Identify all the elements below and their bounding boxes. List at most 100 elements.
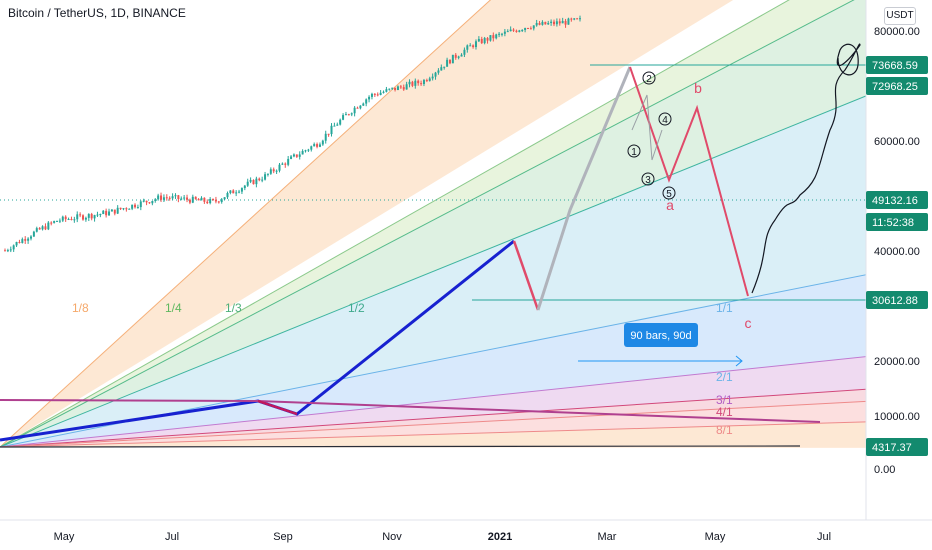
- currency-button[interactable]: USDT: [884, 7, 916, 25]
- candle-body: [344, 114, 347, 116]
- candle-body: [255, 178, 258, 185]
- candle-body: [492, 35, 495, 39]
- candle-body: [466, 45, 469, 50]
- candle-body: [379, 92, 382, 95]
- candle-body: [483, 38, 486, 44]
- candle-body: [44, 226, 47, 230]
- candle-body: [235, 192, 238, 194]
- x-tick-label: Jul: [817, 531, 831, 543]
- candle-body: [469, 45, 472, 47]
- candle-body: [359, 105, 362, 109]
- candle-body: [87, 214, 90, 218]
- candle-body: [177, 195, 180, 199]
- candle-body: [191, 196, 194, 203]
- candle-body: [269, 169, 272, 174]
- candle-body: [278, 164, 281, 171]
- circled-wave-4: [658, 112, 672, 126]
- candle-body: [157, 195, 160, 200]
- candle-body: [183, 197, 186, 199]
- candle-body: [506, 31, 509, 33]
- candle-body: [194, 196, 197, 200]
- circled-wave-label: 5: [666, 189, 672, 200]
- x-tick-label: Mar: [598, 531, 617, 543]
- candle-body: [460, 54, 463, 57]
- bar-range-arrow: [735, 355, 743, 367]
- candle-body: [275, 170, 278, 172]
- plot-area: 1/8 1/4 1/3 1/2 1/1 2/1 3/14/1 8/1 90 bars, 90d a…: [0, 0, 866, 448]
- candle-body: [318, 144, 321, 147]
- candle-body: [131, 204, 134, 209]
- candle-body: [105, 210, 108, 216]
- price-label-text: 73668.59: [872, 60, 918, 72]
- candle-body: [373, 93, 376, 95]
- candle-body: [145, 200, 148, 203]
- candle-body: [509, 29, 512, 32]
- candle-body: [217, 201, 220, 203]
- gann-fan-band: [0, 0, 866, 447]
- candle-body: [477, 38, 480, 42]
- wave-label-b: b: [694, 80, 702, 96]
- price-label-text: 30612.88: [872, 295, 918, 307]
- candle-body: [454, 54, 457, 58]
- candle-body: [385, 89, 388, 92]
- candle-body: [160, 195, 163, 200]
- candle-body: [266, 173, 269, 175]
- circled-wave-label: 3: [645, 175, 651, 186]
- candle-body: [186, 197, 189, 200]
- candle-body: [310, 146, 313, 150]
- candle-body: [284, 163, 287, 165]
- candle-body: [521, 30, 524, 32]
- candle-body: [61, 216, 64, 221]
- candle-body: [498, 33, 501, 35]
- price-label-box: [866, 191, 928, 209]
- candle-body: [579, 18, 581, 20]
- hand-drawn-path: [751, 43, 861, 294]
- candle-body: [321, 140, 324, 145]
- candle-body: [110, 209, 113, 212]
- candle-body: [526, 28, 529, 30]
- candle-body: [243, 185, 246, 189]
- candle-body: [27, 238, 30, 241]
- candle-body: [136, 207, 139, 209]
- candle-body: [330, 125, 333, 135]
- candle-body: [116, 207, 119, 214]
- candle-body: [307, 149, 310, 151]
- candle-body: [50, 222, 53, 224]
- candle-body: [281, 163, 284, 165]
- candle-body: [12, 245, 15, 250]
- candle-body: [515, 30, 518, 32]
- candle-body: [518, 30, 521, 32]
- candle-body: [53, 221, 56, 223]
- candle-body: [21, 239, 24, 243]
- candle-body: [203, 197, 206, 202]
- y-tick-label: 60000.00: [874, 136, 920, 148]
- candle-body: [249, 179, 252, 182]
- candle-body: [272, 169, 275, 172]
- candle-body: [408, 81, 411, 85]
- x-tick-label: Sep: [273, 531, 293, 543]
- candle-body: [162, 197, 165, 200]
- candle-body: [347, 114, 350, 116]
- candle-body: [422, 80, 425, 85]
- candle-body: [313, 144, 316, 147]
- candle-body: [142, 200, 145, 202]
- candle-body: [489, 35, 492, 41]
- candle-body: [246, 181, 249, 186]
- candle-body: [64, 216, 67, 220]
- candle-body: [84, 217, 87, 220]
- candle-body: [573, 18, 576, 20]
- wave-label-a: a: [666, 197, 674, 213]
- candle-body: [304, 150, 307, 152]
- candle-body: [428, 78, 431, 81]
- circled-wave-2: [642, 71, 656, 85]
- candle-body: [388, 88, 391, 90]
- candle-body: [446, 59, 449, 67]
- candle-body: [258, 178, 261, 181]
- gann-fan-label-1-1: 1/1: [716, 301, 733, 315]
- candle-body: [134, 204, 137, 208]
- candle-body: [339, 119, 342, 125]
- candle-body: [30, 236, 33, 239]
- wave-label-c: c: [745, 315, 752, 331]
- price-label-box: [866, 213, 928, 231]
